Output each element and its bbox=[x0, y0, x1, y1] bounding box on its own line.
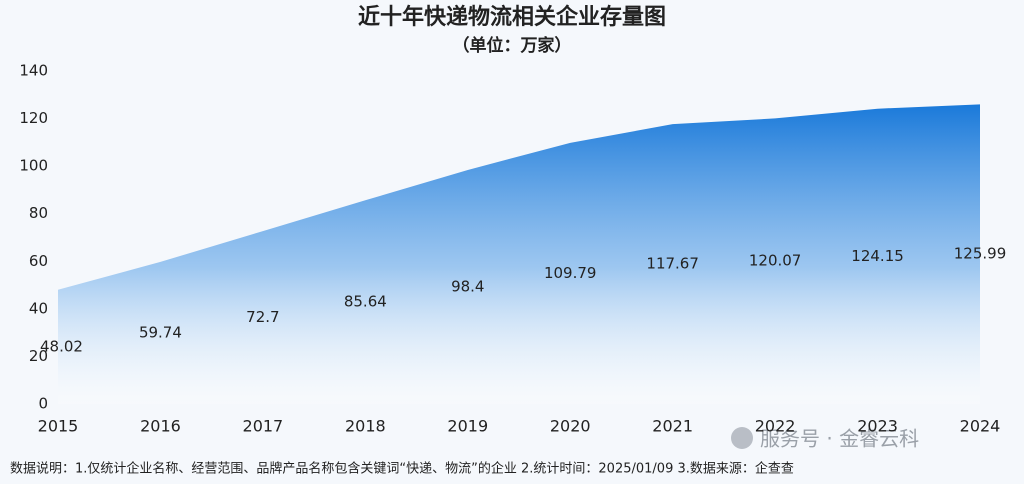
y-tick-label: 140 bbox=[19, 62, 48, 80]
area bbox=[58, 104, 980, 404]
x-tick-label: 2022 bbox=[755, 417, 796, 436]
y-tick-label: 0 bbox=[38, 395, 48, 413]
y-tick-label: 100 bbox=[19, 157, 48, 175]
data-label: 48.02 bbox=[40, 337, 83, 355]
data-label: 109.79 bbox=[544, 264, 597, 282]
y-tick-label: 120 bbox=[19, 109, 48, 127]
y-tick-label: 80 bbox=[29, 204, 48, 222]
footnote: 数据说明：1.仅统计企业名称、经营范围、品牌产品名称包含关键词“快递、物流”的企… bbox=[10, 461, 794, 477]
data-label: 120.07 bbox=[749, 252, 802, 270]
x-tick-label: 2020 bbox=[550, 417, 591, 436]
watermark: 服务号 · 金睿云科 bbox=[760, 427, 919, 451]
data-label: 72.7 bbox=[246, 308, 279, 326]
watermark-icon bbox=[731, 427, 753, 449]
chart-subtitle: （单位：万家） bbox=[453, 35, 572, 56]
y-tick-label: 20 bbox=[29, 347, 48, 365]
x-tick-label: 2023 bbox=[857, 417, 898, 436]
y-tick-label: 40 bbox=[29, 299, 48, 317]
x-tick-label: 2024 bbox=[960, 417, 1001, 436]
data-label: 85.64 bbox=[344, 293, 387, 311]
x-tick-label: 2016 bbox=[140, 417, 181, 436]
x-tick-label: 2017 bbox=[243, 417, 284, 436]
data-label: 117.67 bbox=[646, 255, 699, 273]
x-tick-label: 2019 bbox=[447, 417, 488, 436]
chart-title: 近十年快递物流相关企业存量图 bbox=[358, 4, 666, 30]
y-tick-label: 60 bbox=[29, 252, 48, 270]
data-label: 59.74 bbox=[139, 323, 182, 341]
data-label: 98.4 bbox=[451, 277, 484, 295]
x-tick-label: 2018 bbox=[345, 417, 386, 436]
data-label: 124.15 bbox=[851, 247, 904, 265]
x-tick-label: 2015 bbox=[38, 417, 79, 436]
x-tick-label: 2021 bbox=[652, 417, 693, 436]
data-label: 125.99 bbox=[954, 245, 1007, 263]
